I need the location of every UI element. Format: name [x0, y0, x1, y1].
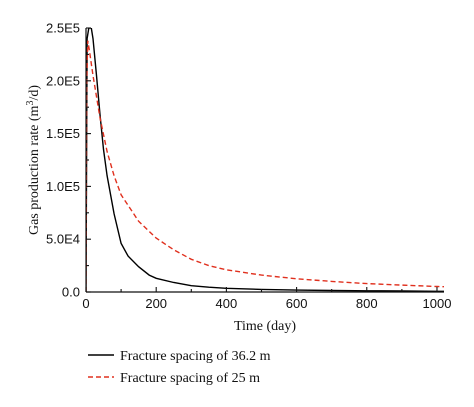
y-tick-label: 5.0E4: [46, 232, 80, 247]
y-tick-label: 1.5E5: [46, 126, 80, 141]
x-axis-title: Time (day): [234, 319, 296, 334]
series-line-2: [86, 40, 444, 292]
x-tick-label: 1000: [423, 296, 452, 311]
x-tick-label: 200: [145, 296, 167, 311]
legend: Fracture spacing of 36.2 m Fracture spaci…: [88, 349, 271, 386]
x-tick-label: 800: [356, 296, 378, 311]
legend-label: Fracture spacing of 25 m: [120, 371, 260, 386]
y-tick-label: 2.5E5: [46, 21, 80, 36]
legend-label: Fracture spacing of 36.2 m: [120, 349, 271, 364]
y-tick-label: 0.0: [62, 285, 80, 300]
x-tick-label: 400: [216, 296, 238, 311]
y-tick-label: 1.0E5: [46, 179, 80, 194]
axes: 0.0 5.0E4 1.0E5 1.5E5 2.0E5 2.5E5 0 200 400 600 80…: [46, 21, 451, 312]
x-tick-label: 600: [286, 296, 308, 311]
series-layer: [86, 28, 444, 292]
y-axis-title: Gas production rate (m3/d): [25, 85, 42, 235]
x-tick-label: 0: [82, 296, 89, 311]
y-tick-label: 2.0E5: [46, 73, 80, 88]
series-line-1: [86, 28, 444, 292]
